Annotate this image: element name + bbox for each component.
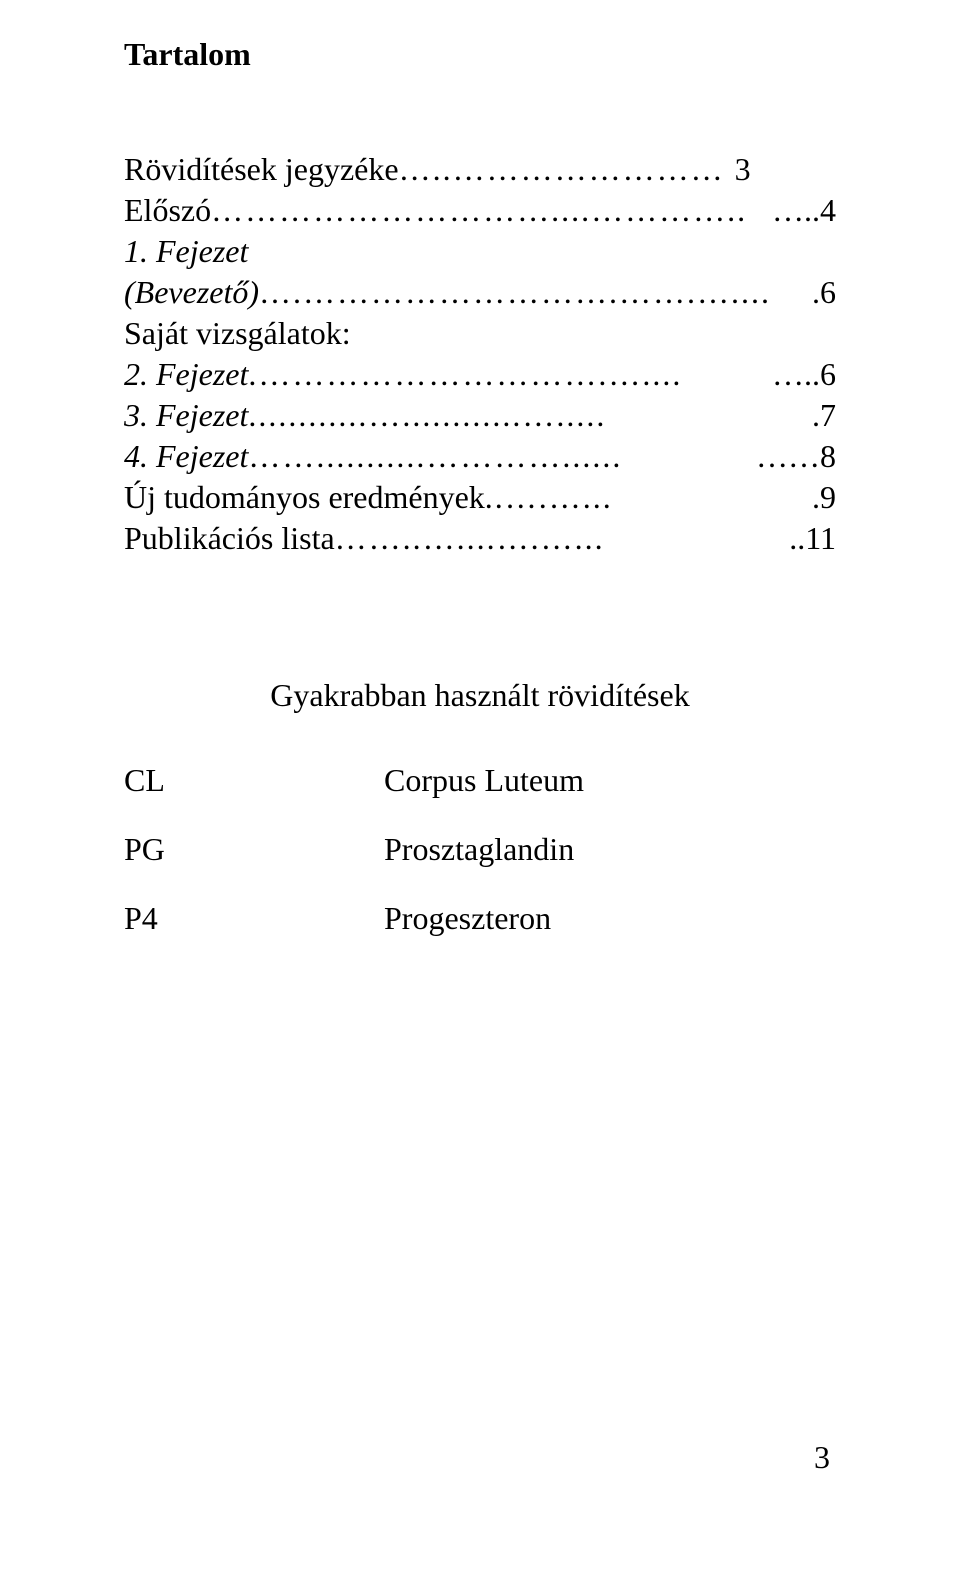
toc-text: Rövidítések jegyzéke [124, 149, 399, 190]
toc-page-number: ……8 [754, 436, 836, 477]
abbrev-value: Corpus Luteum [384, 762, 584, 799]
toc-text: Előszó [124, 190, 211, 231]
toc-page-number: …..6 [770, 354, 836, 395]
toc-dots: ….……………………….…….….... [259, 272, 810, 313]
toc-page-number: …..4 [770, 190, 836, 231]
abbrev-row: PG Prosztaglandin [124, 831, 836, 868]
toc-line: Új tudományos eredmények ..….…... .9 [124, 477, 836, 518]
toc-text: Saját vizsgálatok: [124, 313, 351, 354]
abbrev-row: P4 Progeszteron [124, 900, 836, 937]
toc-line: Rövidítések jegyzéke …..…………………… 3 [124, 149, 836, 190]
toc-text: Publikációs lista [124, 518, 335, 559]
toc-text: 2. Fejezet [124, 354, 248, 395]
abbrev-value: Prosztaglandin [384, 831, 574, 868]
abbreviations-table: CL Corpus Luteum PG Prosztaglandin P4 Pr… [124, 762, 836, 937]
toc-page-number: ..11 [787, 518, 836, 559]
toc-text: Új tudományos eredmények [124, 477, 485, 518]
toc-page-number: .7 [810, 395, 836, 436]
toc-line: (Bevezető) ….……………………….…….….... .6 [124, 272, 836, 313]
toc-text: 1. Fejezet [124, 231, 248, 272]
toc-line: Előszó …………………………....………….. …..4 [124, 190, 836, 231]
toc-text: (Bevezető) [124, 272, 259, 313]
abbrev-key: P4 [124, 900, 384, 937]
toc-dots: …..…………………… 3 [399, 149, 834, 190]
page-number: 3 [814, 1439, 830, 1476]
document-page: Tartalom Rövidítések jegyzéke …..…………………… [0, 0, 960, 1572]
toc-line: Publikációs lista ……..…....….…... ..11 [124, 518, 836, 559]
abbrev-key: CL [124, 762, 384, 799]
toc-line: 3. Fejezet ............…............…...… [124, 395, 836, 436]
page-title: Tartalom [124, 36, 836, 73]
abbreviations-heading: Gyakrabban használt rövidítések [124, 677, 836, 714]
toc-line: Saját vizsgálatok: [124, 313, 836, 354]
toc-text: 4. Fejezet [124, 436, 248, 477]
toc-dots: …………………………....………….. [211, 190, 770, 231]
abbrev-row: CL Corpus Luteum [124, 762, 836, 799]
toc-page-number: .9 [810, 477, 836, 518]
abbrev-key: PG [124, 831, 384, 868]
toc-page-number: .6 [810, 272, 836, 313]
table-of-contents: Rövidítések jegyzéke …..…………………… 3 Elősz… [124, 149, 836, 559]
toc-dots: ……...........…………...... [248, 436, 754, 477]
toc-dots: ……..…....….…... [335, 518, 788, 559]
toc-dots: ............…............…..... [248, 395, 810, 436]
toc-dots: ..….…... [485, 477, 810, 518]
toc-line: 2. Fejezet .………………………….….... …..6 [124, 354, 836, 395]
abbrev-value: Progeszteron [384, 900, 551, 937]
toc-dots: .………………………….….... [248, 354, 770, 395]
toc-line: 4. Fejezet ……...........…………...... ……8 [124, 436, 836, 477]
toc-line: 1. Fejezet [124, 231, 836, 272]
toc-text: 3. Fejezet [124, 395, 248, 436]
